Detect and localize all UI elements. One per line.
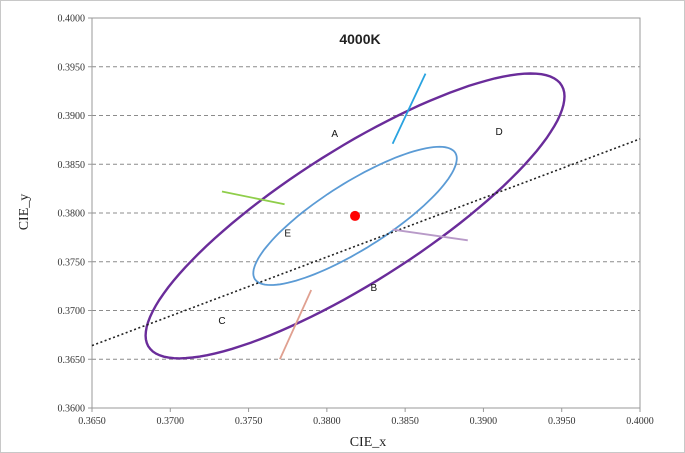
connector-segment (221, 190, 285, 206)
connector-segment (391, 73, 427, 145)
x-tick-label: 0.3950 (548, 416, 576, 427)
region-label: E (284, 228, 291, 239)
y-axis-label: CIE_y (17, 194, 32, 231)
x-tick-label: 0.4000 (626, 416, 654, 427)
outer-ellipse (144, 72, 566, 360)
region-label: A (331, 129, 338, 140)
connector-segment (279, 289, 313, 360)
y-tick-label: 0.3600 (58, 404, 86, 415)
y-axis-ticks: 0.3600 0.3650 0.3700 0.3750 0.3800 0.3850 0.39… (58, 14, 92, 415)
y-tick-label: 0.3750 (58, 257, 86, 268)
region-label: C (218, 316, 225, 327)
region-labels: A D E B C (218, 127, 502, 327)
y-tick-label: 0.3950 (58, 62, 86, 73)
x-axis-ticks: 0.3650 0.3700 0.3750 0.3800 0.3850 0.3900 0.39… (78, 408, 654, 427)
y-tick-label: 0.3800 (58, 209, 86, 220)
connector-segment (392, 228, 468, 242)
blackbody-locus-line (91, 138, 641, 347)
y-tick-label: 0.3900 (58, 111, 86, 122)
inner-ellipse (252, 145, 458, 286)
x-tick-label: 0.3800 (313, 416, 341, 427)
y-tick-label: 0.3850 (58, 160, 86, 171)
y-tick-label: 0.4000 (58, 14, 86, 25)
x-tick-label: 0.3850 (391, 416, 419, 427)
grid-lines (92, 66, 640, 360)
x-tick-label: 0.3650 (78, 416, 106, 427)
y-tick-label: 0.3650 (58, 355, 86, 366)
center-point (350, 210, 361, 221)
x-tick-label: 0.3900 (470, 416, 498, 427)
region-label: B (370, 283, 377, 294)
y-tick-label: 0.3700 (58, 306, 86, 317)
x-axis-label: CIE_x (350, 435, 387, 450)
x-tick-label: 0.3700 (157, 416, 185, 427)
chart-title: 4000K (339, 31, 380, 47)
x-tick-label: 0.3750 (235, 416, 263, 427)
region-label: D (495, 127, 502, 138)
series (91, 72, 641, 360)
